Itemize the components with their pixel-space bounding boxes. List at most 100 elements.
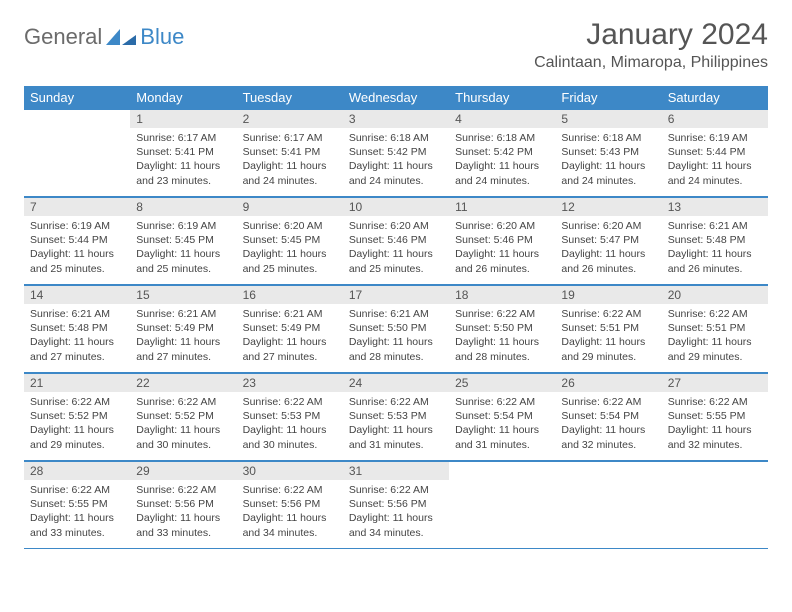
day-body: Sunrise: 6:22 AMSunset: 5:56 PMDaylight:…	[343, 480, 449, 543]
calendar-cell	[555, 461, 661, 549]
day-number: 8	[130, 198, 236, 216]
day-number: 6	[662, 110, 768, 128]
header: General Blue January 2024 Calintaan, Mim…	[24, 18, 768, 72]
day-number: 11	[449, 198, 555, 216]
calendar-cell: 15Sunrise: 6:21 AMSunset: 5:49 PMDayligh…	[130, 285, 236, 373]
day-number: 13	[662, 198, 768, 216]
day-number: 14	[24, 286, 130, 304]
weekday-header: Monday	[130, 86, 236, 109]
day-number: 23	[237, 374, 343, 392]
weekday-header: Thursday	[449, 86, 555, 109]
day-number: 30	[237, 462, 343, 480]
sunrise-line: Sunrise: 6:20 AM	[561, 219, 655, 233]
sunset-line: Sunset: 5:50 PM	[455, 321, 549, 335]
day-body: Sunrise: 6:18 AMSunset: 5:42 PMDaylight:…	[449, 128, 555, 191]
calendar-cell: 27Sunrise: 6:22 AMSunset: 5:55 PMDayligh…	[662, 373, 768, 461]
sunrise-line: Sunrise: 6:20 AM	[243, 219, 337, 233]
day-body: Sunrise: 6:22 AMSunset: 5:55 PMDaylight:…	[662, 392, 768, 455]
sunrise-line: Sunrise: 6:21 AM	[349, 307, 443, 321]
sunrise-line: Sunrise: 6:22 AM	[455, 307, 549, 321]
daylight-line: Daylight: 11 hours and 34 minutes.	[243, 511, 337, 539]
day-number: 16	[237, 286, 343, 304]
title-block: January 2024 Calintaan, Mimaropa, Philip…	[534, 18, 768, 72]
sunrise-line: Sunrise: 6:19 AM	[136, 219, 230, 233]
sunrise-line: Sunrise: 6:22 AM	[30, 483, 124, 497]
calendar-cell: 29Sunrise: 6:22 AMSunset: 5:56 PMDayligh…	[130, 461, 236, 549]
calendar-cell: 31Sunrise: 6:22 AMSunset: 5:56 PMDayligh…	[343, 461, 449, 549]
day-body: Sunrise: 6:22 AMSunset: 5:52 PMDaylight:…	[24, 392, 130, 455]
day-number: 29	[130, 462, 236, 480]
sunrise-line: Sunrise: 6:21 AM	[30, 307, 124, 321]
sunrise-line: Sunrise: 6:22 AM	[136, 395, 230, 409]
day-body: Sunrise: 6:22 AMSunset: 5:53 PMDaylight:…	[237, 392, 343, 455]
sunset-line: Sunset: 5:44 PM	[668, 145, 762, 159]
sunset-line: Sunset: 5:46 PM	[455, 233, 549, 247]
sunset-line: Sunset: 5:45 PM	[136, 233, 230, 247]
location: Calintaan, Mimaropa, Philippines	[534, 54, 768, 72]
day-number: 15	[130, 286, 236, 304]
day-body: Sunrise: 6:22 AMSunset: 5:56 PMDaylight:…	[130, 480, 236, 543]
sunrise-line: Sunrise: 6:20 AM	[455, 219, 549, 233]
daylight-line: Daylight: 11 hours and 30 minutes.	[243, 423, 337, 451]
calendar-cell: 11Sunrise: 6:20 AMSunset: 5:46 PMDayligh…	[449, 197, 555, 285]
sunrise-line: Sunrise: 6:18 AM	[561, 131, 655, 145]
calendar-cell: 18Sunrise: 6:22 AMSunset: 5:50 PMDayligh…	[449, 285, 555, 373]
calendar-cell: 26Sunrise: 6:22 AMSunset: 5:54 PMDayligh…	[555, 373, 661, 461]
sunset-line: Sunset: 5:51 PM	[561, 321, 655, 335]
day-number: 28	[24, 462, 130, 480]
day-number: 27	[662, 374, 768, 392]
day-body: Sunrise: 6:21 AMSunset: 5:50 PMDaylight:…	[343, 304, 449, 367]
day-body: Sunrise: 6:22 AMSunset: 5:50 PMDaylight:…	[449, 304, 555, 367]
calendar-table: SundayMondayTuesdayWednesdayThursdayFrid…	[24, 86, 768, 549]
weekday-header: Sunday	[24, 86, 130, 109]
day-body: Sunrise: 6:17 AMSunset: 5:41 PMDaylight:…	[130, 128, 236, 191]
daylight-line: Daylight: 11 hours and 24 minutes.	[668, 159, 762, 187]
brand-word1: General	[24, 24, 102, 50]
calendar-cell: 22Sunrise: 6:22 AMSunset: 5:52 PMDayligh…	[130, 373, 236, 461]
day-number: 20	[662, 286, 768, 304]
sunset-line: Sunset: 5:45 PM	[243, 233, 337, 247]
brand-logo: General Blue	[24, 24, 184, 50]
sunset-line: Sunset: 5:50 PM	[349, 321, 443, 335]
calendar-cell: 21Sunrise: 6:22 AMSunset: 5:52 PMDayligh…	[24, 373, 130, 461]
day-body: Sunrise: 6:21 AMSunset: 5:48 PMDaylight:…	[662, 216, 768, 279]
day-body: Sunrise: 6:22 AMSunset: 5:53 PMDaylight:…	[343, 392, 449, 455]
sunset-line: Sunset: 5:49 PM	[136, 321, 230, 335]
sunset-line: Sunset: 5:48 PM	[668, 233, 762, 247]
calendar-cell: 20Sunrise: 6:22 AMSunset: 5:51 PMDayligh…	[662, 285, 768, 373]
calendar-head: SundayMondayTuesdayWednesdayThursdayFrid…	[24, 86, 768, 109]
day-body: Sunrise: 6:17 AMSunset: 5:41 PMDaylight:…	[237, 128, 343, 191]
sunrise-line: Sunrise: 6:19 AM	[668, 131, 762, 145]
sunrise-line: Sunrise: 6:22 AM	[349, 483, 443, 497]
daylight-line: Daylight: 11 hours and 25 minutes.	[30, 247, 124, 275]
calendar-cell: 17Sunrise: 6:21 AMSunset: 5:50 PMDayligh…	[343, 285, 449, 373]
daylight-line: Daylight: 11 hours and 28 minutes.	[349, 335, 443, 363]
daylight-line: Daylight: 11 hours and 29 minutes.	[561, 335, 655, 363]
sunrise-line: Sunrise: 6:20 AM	[349, 219, 443, 233]
day-body: Sunrise: 6:22 AMSunset: 5:54 PMDaylight:…	[449, 392, 555, 455]
day-number: 21	[24, 374, 130, 392]
day-number: 10	[343, 198, 449, 216]
sunset-line: Sunset: 5:56 PM	[349, 497, 443, 511]
daylight-line: Daylight: 11 hours and 27 minutes.	[243, 335, 337, 363]
daylight-line: Daylight: 11 hours and 25 minutes.	[349, 247, 443, 275]
day-body: Sunrise: 6:19 AMSunset: 5:44 PMDaylight:…	[662, 128, 768, 191]
calendar-cell: 6Sunrise: 6:19 AMSunset: 5:44 PMDaylight…	[662, 109, 768, 197]
sunset-line: Sunset: 5:49 PM	[243, 321, 337, 335]
daylight-line: Daylight: 11 hours and 26 minutes.	[561, 247, 655, 275]
calendar-cell: 7Sunrise: 6:19 AMSunset: 5:44 PMDaylight…	[24, 197, 130, 285]
daylight-line: Daylight: 11 hours and 32 minutes.	[668, 423, 762, 451]
day-body: Sunrise: 6:22 AMSunset: 5:54 PMDaylight:…	[555, 392, 661, 455]
day-number: 22	[130, 374, 236, 392]
brand-word2: Blue	[140, 24, 184, 50]
day-number: 17	[343, 286, 449, 304]
calendar-cell: 24Sunrise: 6:22 AMSunset: 5:53 PMDayligh…	[343, 373, 449, 461]
sunrise-line: Sunrise: 6:21 AM	[243, 307, 337, 321]
day-number: 1	[130, 110, 236, 128]
sunset-line: Sunset: 5:55 PM	[668, 409, 762, 423]
daylight-line: Daylight: 11 hours and 28 minutes.	[455, 335, 549, 363]
sunrise-line: Sunrise: 6:22 AM	[455, 395, 549, 409]
sunset-line: Sunset: 5:53 PM	[243, 409, 337, 423]
daylight-line: Daylight: 11 hours and 25 minutes.	[136, 247, 230, 275]
sunset-line: Sunset: 5:43 PM	[561, 145, 655, 159]
